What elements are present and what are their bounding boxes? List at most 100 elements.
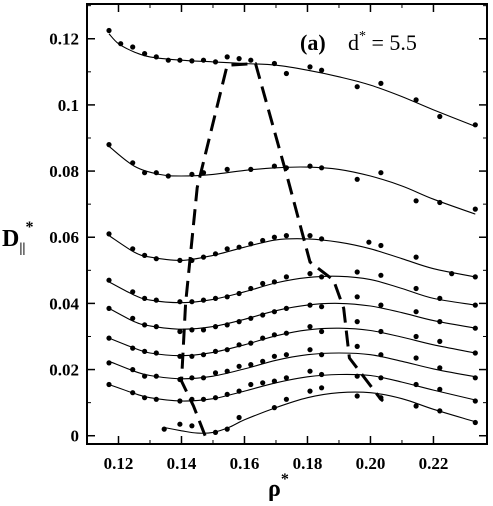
data-point-s8-21: [472, 398, 478, 404]
x-tick-label: 0.22: [419, 454, 449, 473]
data-point-s3-17: [366, 239, 372, 245]
data-point-s6-16: [319, 328, 325, 335]
data-point-s1-22: [472, 122, 478, 128]
data-point-s5-1: [106, 305, 112, 311]
y-tick-label: 0.04: [49, 294, 79, 313]
data-point-s1-10: [212, 59, 219, 65]
data-point-s2-18: [472, 206, 478, 212]
data-point-s1-21: [437, 113, 443, 120]
data-point-s7-6: [189, 375, 195, 381]
data-point-s9-1: [161, 426, 167, 432]
data-point-s8-13: [271, 378, 277, 384]
data-point-s1-1: [106, 27, 112, 34]
data-point-s2-1: [106, 142, 112, 148]
data-point-s4-6: [189, 299, 195, 305]
data-point-s3-11: [248, 241, 254, 247]
data-point-s5-15: [307, 302, 313, 308]
data-point-s8-18: [378, 375, 384, 381]
data-point-s8-7: [200, 396, 207, 402]
data-point-s7-9: [224, 368, 230, 374]
data-point-s7-3: [142, 373, 148, 379]
data-point-s2-12: [307, 163, 313, 169]
annotation-sup: *: [359, 29, 366, 44]
data-point-s1-15: [283, 70, 289, 77]
data-point-s1-19: [378, 80, 384, 86]
data-point-s9-10: [319, 385, 325, 391]
data-point-s7-5: [177, 376, 183, 383]
data-point-s4-18: [378, 272, 384, 278]
data-point-s5-2: [130, 315, 136, 321]
data-point-s4-20: [437, 295, 443, 301]
data-point-s1-4: [142, 51, 148, 57]
data-point-s9-14: [437, 408, 443, 414]
data-point-s6-11: [248, 340, 254, 346]
data-point-s3-3: [142, 252, 148, 258]
data-point-s4-5: [177, 299, 183, 305]
data-point-s6-15: [307, 324, 313, 330]
data-point-s4-11: [248, 285, 254, 292]
data-point-s6-13: [271, 332, 277, 338]
data-point-s4-21: [472, 302, 478, 308]
data-point-s8-11: [248, 381, 254, 388]
data-point-s1-18: [354, 84, 360, 90]
data-point-s7-17: [354, 343, 360, 349]
data-point-s4-10: [236, 290, 242, 297]
y-tick-label: 0.1: [58, 96, 79, 115]
data-point-s8-9: [224, 391, 230, 397]
data-point-s9-5: [224, 426, 230, 432]
data-point-s5-20: [437, 319, 443, 325]
y-label-sub: ||: [19, 241, 25, 256]
data-point-s5-3: [142, 322, 148, 328]
y-label-sup: *: [26, 219, 34, 236]
y-tick-label: 0.02: [49, 361, 79, 380]
data-point-s8-14: [283, 375, 289, 381]
data-point-s3-16: [319, 236, 325, 242]
data-point-s2-16: [413, 198, 419, 204]
data-point-s7-1: [106, 360, 112, 366]
data-point-s4-15: [307, 271, 313, 277]
data-point-s8-4: [153, 396, 159, 402]
data-point-s1-3: [130, 44, 136, 50]
data-point-s4-16: [319, 274, 325, 280]
data-point-s5-5: [177, 328, 183, 335]
data-point-s7-2: [130, 367, 136, 373]
data-point-s6-19: [413, 333, 419, 340]
data-point-s1-12: [236, 56, 242, 62]
data-point-s8-17: [354, 373, 360, 379]
data-point-s7-21: [472, 375, 478, 381]
x-axis-label: ρ*: [268, 471, 289, 502]
data-point-s9-2: [177, 421, 183, 427]
data-point-s9-11: [354, 393, 360, 399]
data-point-s2-7: [200, 170, 207, 176]
data-point-s3-18: [378, 242, 384, 249]
data-point-s6-10: [236, 342, 242, 348]
dashed-boundary-line: [180, 62, 385, 437]
data-point-s4-13: [271, 279, 277, 285]
data-point-s7-7: [200, 375, 207, 381]
data-point-s5-6: [189, 327, 195, 333]
data-point-s5-17: [354, 294, 360, 300]
data-point-s9-15: [472, 419, 478, 426]
data-point-s5-8: [212, 324, 219, 330]
data-point-s1-5: [153, 54, 159, 60]
data-point-s9-7: [271, 405, 277, 411]
data-point-s8-15: [307, 368, 313, 374]
data-point-s6-5: [177, 353, 183, 359]
data-point-s6-7: [200, 352, 207, 358]
data-point-s3-2: [130, 246, 136, 252]
data-point-s4-2: [130, 289, 136, 295]
data-point-s1-11: [224, 54, 230, 60]
y-label-base: D: [2, 226, 19, 252]
data-point-s1-2: [118, 41, 124, 47]
data-point-s8-3: [142, 395, 148, 401]
data-point-s6-18: [378, 328, 384, 335]
data-point-s6-4: [153, 350, 159, 356]
data-point-s2-17: [437, 199, 443, 206]
data-point-s5-7: [200, 327, 207, 333]
data-point-s1-13: [248, 57, 254, 63]
data-point-s2-9: [248, 166, 254, 172]
x-tick-label: 0.14: [167, 454, 197, 473]
data-point-s8-2: [130, 390, 136, 396]
data-point-s7-18: [378, 352, 384, 358]
